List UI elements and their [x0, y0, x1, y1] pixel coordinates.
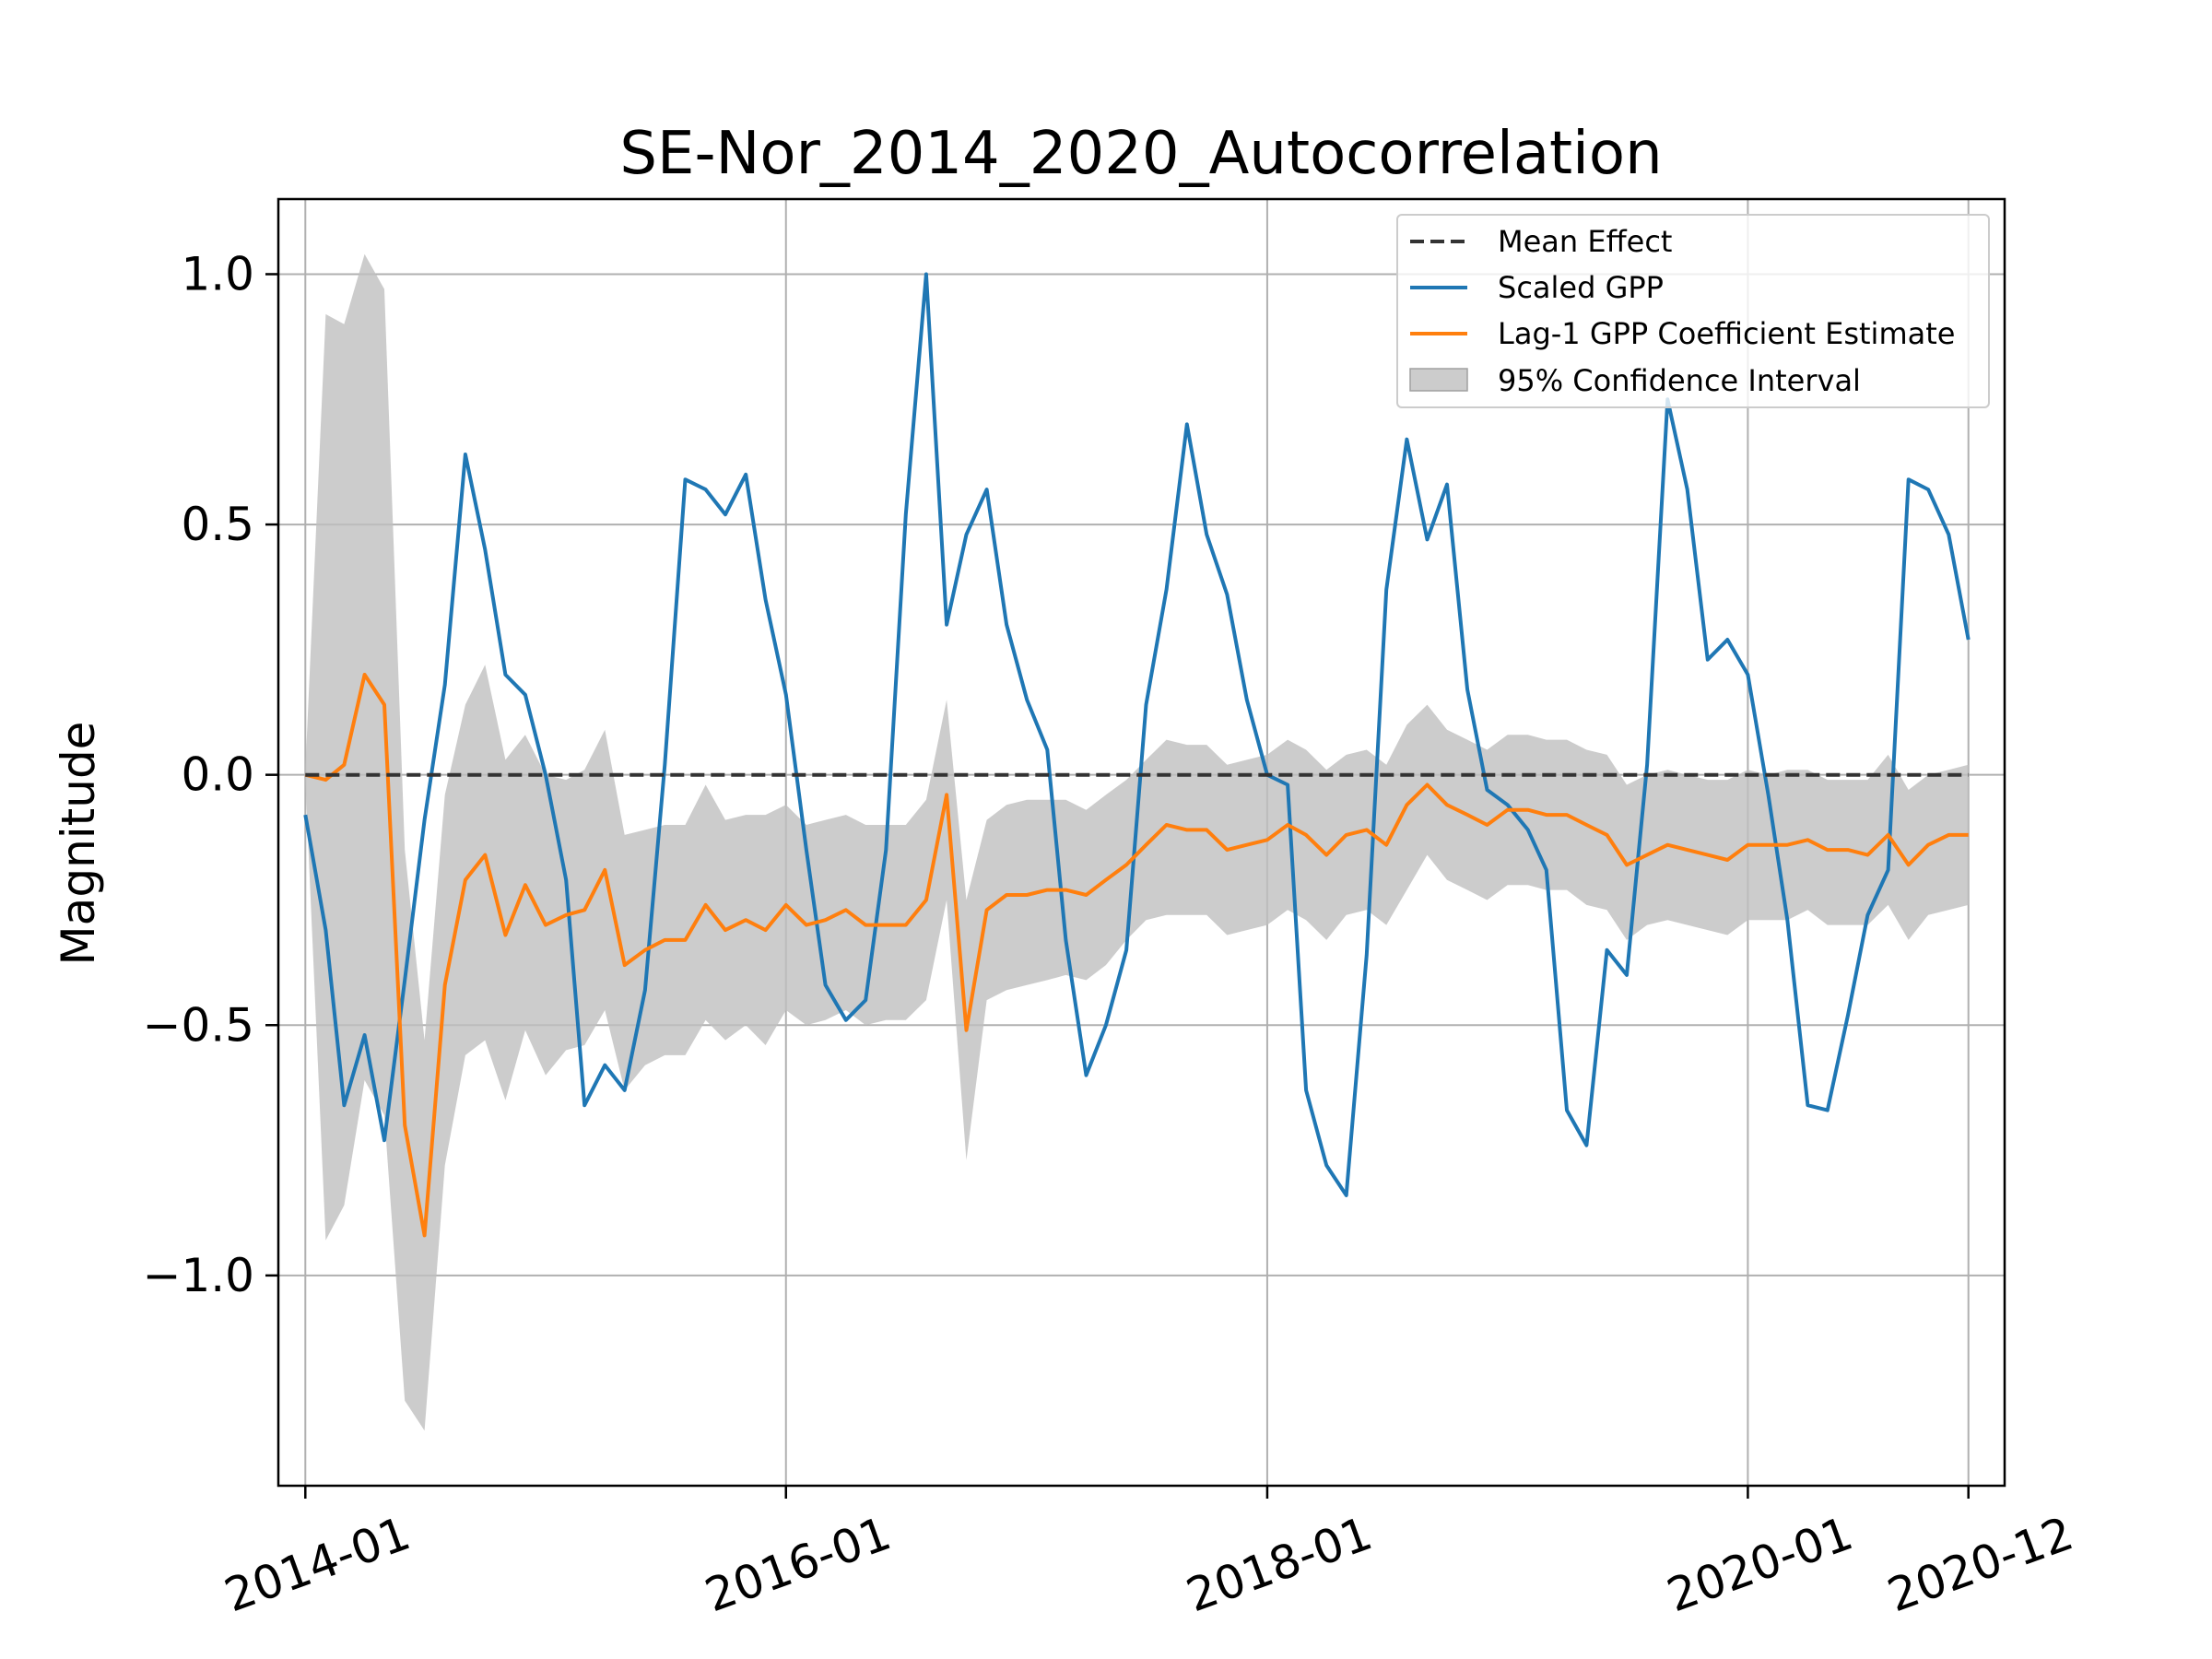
- confidence-band-layer: [305, 253, 1969, 1431]
- legend: Mean Effect Scaled GPP Lag-1 GPP Coeffic…: [1396, 214, 1990, 408]
- legend-swatch-confidence-interval: [1409, 368, 1468, 392]
- y-tick-label: 0.0: [181, 748, 254, 802]
- confidence-interval-band: [305, 253, 1969, 1431]
- y-axis-label: Magnitude: [52, 722, 105, 966]
- y-tick-label: −1.0: [143, 1249, 254, 1302]
- legend-box: [1396, 214, 1990, 408]
- series-line-lag-1-gpp-coefficient-estimate: [304, 673, 1969, 1238]
- y-tick-label: −0.5: [143, 998, 254, 1052]
- legend-label-scaled-gpp: Scaled GPP: [1498, 270, 1664, 305]
- y-tick-label: 1.0: [181, 247, 254, 300]
- legend-label-mean-effect: Mean Effect: [1498, 224, 1672, 259]
- plot-frame: [276, 197, 2006, 1488]
- chart-title: SE-Nor_2014_2020_Autocorrelation: [619, 120, 1662, 188]
- series-lines-layer: [303, 272, 1971, 1238]
- legend-label-coefficient: Lag-1 GPP Coefficient Estimate: [1498, 316, 1955, 351]
- legend-label-confidence-interval: 95% Confidence Interval: [1498, 363, 1861, 398]
- y-tick-label: 0.5: [181, 498, 254, 551]
- series-line-scaled-gpp: [303, 272, 1971, 1197]
